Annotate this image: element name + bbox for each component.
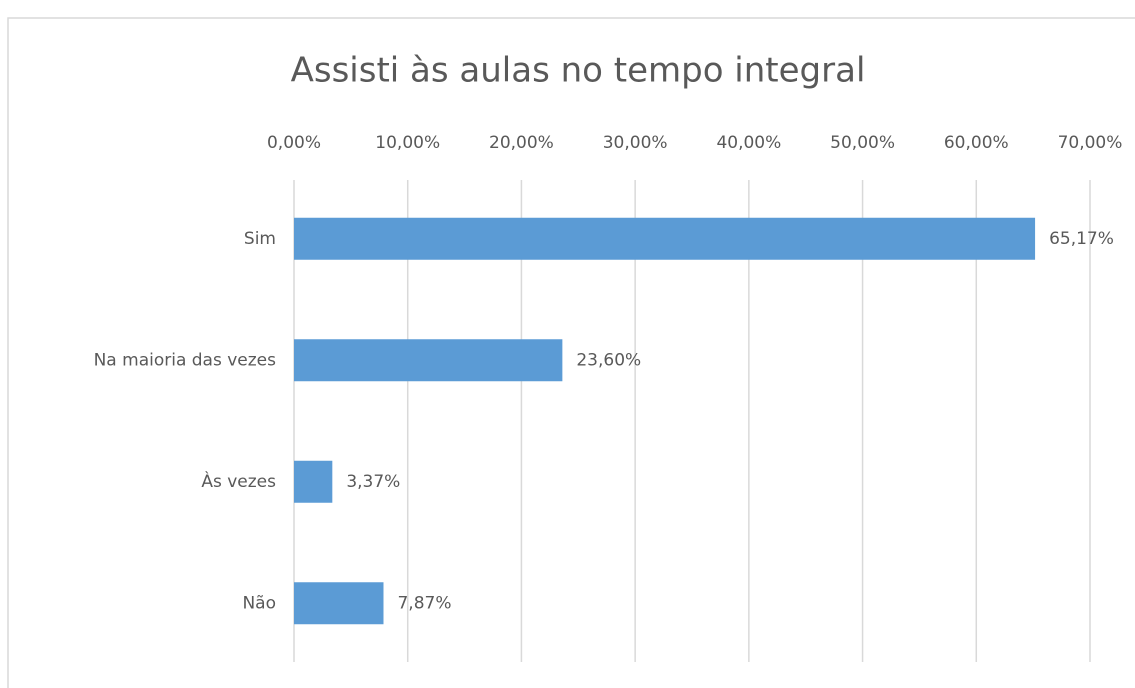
x-tick-label: 30,00%	[603, 133, 668, 153]
data-label: 65,17%	[1049, 229, 1114, 249]
y-tick-label: Às vezes	[201, 470, 276, 492]
x-tick-label: 70,00%	[1058, 133, 1123, 153]
bar	[294, 582, 384, 625]
y-tick-label: Não	[242, 593, 276, 613]
chart-title: Assisti às aulas no tempo integral	[291, 51, 866, 91]
x-tick-label: 0,00%	[267, 133, 321, 153]
y-tick-label: Na maioria das vezes	[94, 350, 277, 370]
x-tick-label: 40,00%	[716, 133, 781, 153]
data-label: 23,60%	[576, 350, 641, 370]
bar	[294, 339, 563, 382]
x-tick-label: 20,00%	[489, 133, 554, 153]
bar	[294, 217, 1036, 260]
bar	[294, 460, 333, 503]
data-label: 7,87%	[397, 593, 451, 613]
x-tick-label: 60,00%	[944, 133, 1009, 153]
y-tick-label: Sim	[244, 229, 276, 249]
x-tick-label: 10,00%	[375, 133, 440, 153]
x-tick-label: 50,00%	[830, 133, 895, 153]
chart-area	[7, 17, 1135, 688]
data-label: 3,37%	[346, 472, 400, 492]
